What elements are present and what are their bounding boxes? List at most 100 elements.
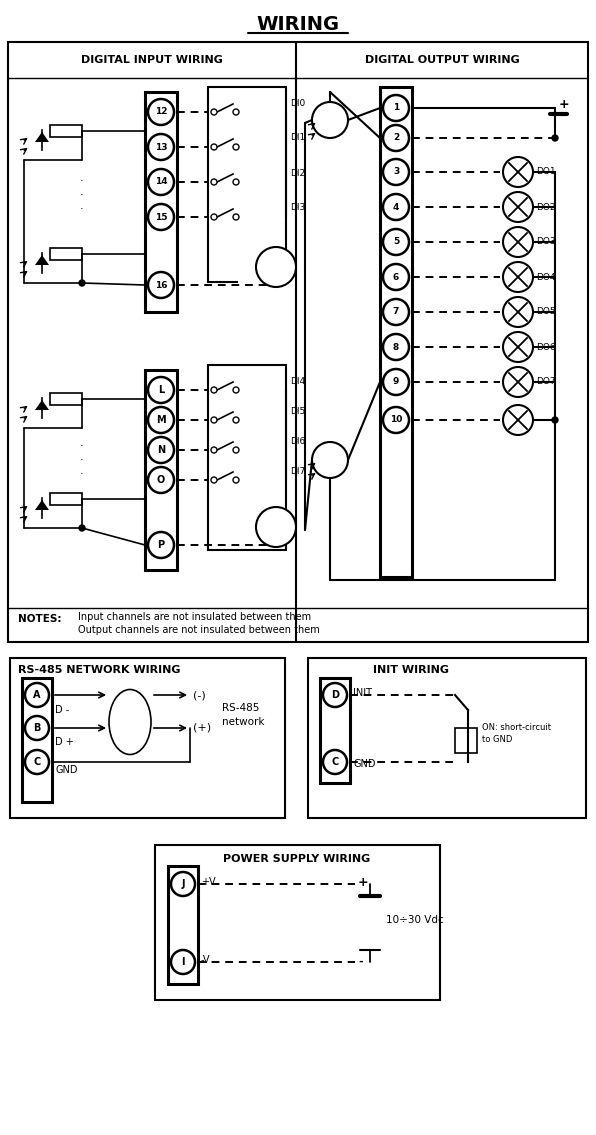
Circle shape — [233, 387, 239, 393]
Circle shape — [383, 125, 409, 151]
Circle shape — [383, 407, 409, 432]
Circle shape — [503, 157, 533, 187]
Text: network: network — [222, 717, 265, 728]
Text: (-): (-) — [193, 690, 206, 700]
Text: 12: 12 — [155, 108, 167, 117]
Text: INIT WIRING: INIT WIRING — [373, 665, 449, 675]
Text: M: M — [156, 415, 166, 424]
Text: ·
·
·: · · · — [80, 176, 84, 215]
Text: RS-485: RS-485 — [222, 703, 259, 713]
Text: DI5: DI5 — [290, 406, 305, 415]
Circle shape — [503, 192, 533, 222]
Polygon shape — [35, 132, 49, 142]
Text: DI4: DI4 — [290, 377, 305, 386]
Circle shape — [148, 437, 174, 463]
Text: 7: 7 — [393, 308, 399, 317]
Circle shape — [503, 367, 533, 397]
Text: DO7: DO7 — [536, 378, 555, 387]
Text: DI1: DI1 — [290, 134, 305, 143]
Text: Output channels are not insulated between them: Output channels are not insulated betwee… — [78, 625, 319, 634]
Text: O: O — [157, 476, 165, 485]
Circle shape — [171, 950, 195, 974]
Text: DI2: DI2 — [290, 168, 305, 177]
Bar — [8, 42, 588, 642]
Circle shape — [233, 109, 239, 115]
Circle shape — [171, 872, 195, 896]
Circle shape — [323, 683, 347, 707]
Circle shape — [503, 297, 533, 327]
Text: DI0: DI0 — [290, 99, 305, 108]
Text: Input channels are not insulated between them: Input channels are not insulated between… — [78, 612, 311, 622]
Text: +V: +V — [201, 877, 216, 886]
Text: to GND: to GND — [482, 735, 513, 745]
Bar — [50, 249, 82, 260]
Circle shape — [383, 159, 409, 185]
Bar — [155, 844, 440, 1000]
Text: 14: 14 — [155, 177, 167, 186]
Text: J: J — [181, 878, 185, 889]
Circle shape — [25, 683, 49, 707]
Text: DIGITAL INPUT WIRING: DIGITAL INPUT WIRING — [81, 54, 223, 65]
Circle shape — [503, 333, 533, 362]
Circle shape — [312, 442, 348, 478]
Text: D -: D - — [55, 705, 69, 715]
Circle shape — [79, 526, 85, 531]
Circle shape — [503, 227, 533, 257]
Text: L: L — [158, 385, 164, 395]
Text: +: + — [358, 875, 368, 889]
Circle shape — [211, 387, 217, 393]
Circle shape — [552, 417, 558, 423]
Text: POWER SUPPLY WIRING: POWER SUPPLY WIRING — [224, 854, 371, 864]
Circle shape — [383, 369, 409, 395]
Text: 1: 1 — [393, 103, 399, 112]
Text: DI6: DI6 — [290, 437, 305, 446]
Circle shape — [383, 264, 409, 291]
Text: -V: -V — [201, 955, 210, 965]
Text: C: C — [331, 757, 339, 767]
Text: INIT: INIT — [353, 688, 372, 698]
Text: 16: 16 — [155, 280, 167, 289]
Circle shape — [148, 377, 174, 403]
Polygon shape — [35, 255, 49, 264]
Bar — [208, 365, 286, 550]
Text: 15: 15 — [155, 212, 167, 221]
Text: DI7: DI7 — [290, 466, 305, 476]
Circle shape — [503, 262, 533, 292]
Circle shape — [383, 334, 409, 360]
Text: 13: 13 — [155, 143, 167, 151]
Circle shape — [148, 532, 174, 558]
Circle shape — [148, 134, 174, 160]
Bar — [50, 493, 82, 505]
Text: -: - — [358, 957, 362, 967]
Circle shape — [256, 247, 296, 287]
Circle shape — [383, 229, 409, 255]
Circle shape — [211, 144, 217, 150]
Text: D +: D + — [55, 737, 74, 747]
Circle shape — [256, 507, 296, 547]
Text: DO6: DO6 — [536, 343, 555, 352]
Circle shape — [211, 477, 217, 484]
Bar — [208, 87, 286, 281]
Polygon shape — [35, 501, 49, 510]
Bar — [22, 678, 52, 802]
Circle shape — [323, 750, 347, 774]
Text: RS-485 NETWORK WIRING: RS-485 NETWORK WIRING — [18, 665, 181, 675]
Circle shape — [233, 215, 239, 220]
Text: NOTES:: NOTES: — [18, 614, 61, 624]
Circle shape — [211, 179, 217, 185]
Circle shape — [79, 280, 85, 286]
Circle shape — [312, 102, 348, 138]
Bar — [10, 658, 285, 818]
Text: 3: 3 — [393, 168, 399, 177]
Text: 6: 6 — [393, 272, 399, 281]
Circle shape — [552, 135, 558, 141]
Circle shape — [233, 144, 239, 150]
Circle shape — [148, 99, 174, 125]
Bar — [50, 125, 82, 137]
Polygon shape — [35, 400, 49, 410]
Circle shape — [383, 194, 409, 220]
Circle shape — [383, 95, 409, 121]
Bar — [380, 87, 412, 577]
Text: ON: short-circuit: ON: short-circuit — [482, 723, 551, 732]
Circle shape — [148, 407, 174, 432]
